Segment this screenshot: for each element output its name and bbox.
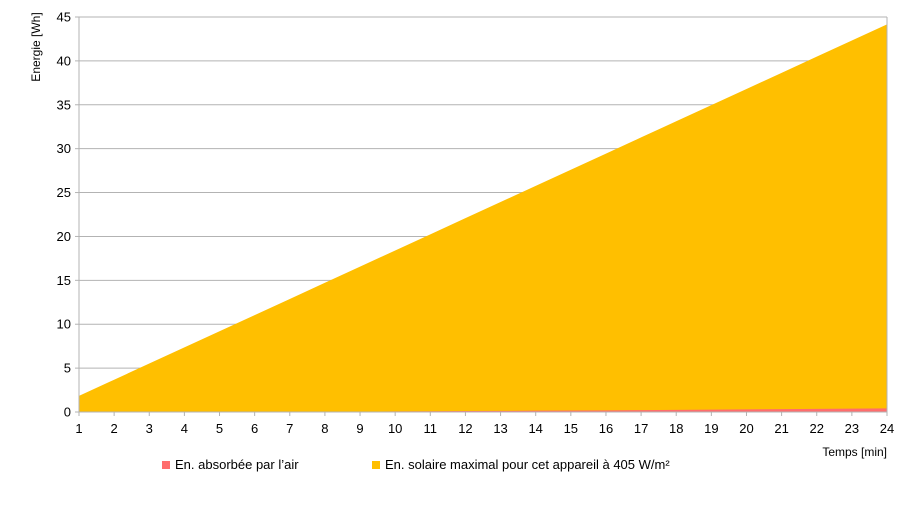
x-tick-label-13: 13 (493, 421, 507, 436)
x-tick-label-4: 4 (181, 421, 188, 436)
x-tick-label-14: 14 (528, 421, 542, 436)
y-tick-labels: 0 5 10 15 20 25 30 35 40 45 (57, 10, 71, 420)
y-axis-title: Energie [Wh] (29, 12, 43, 81)
x-tick-label-3: 3 (146, 421, 153, 436)
y-tick-label-20: 20 (57, 229, 71, 244)
x-tick-label-5: 5 (216, 421, 223, 436)
x-tick-label-7: 7 (286, 421, 293, 436)
x-tick-label-9: 9 (356, 421, 363, 436)
x-tick-label-21: 21 (774, 421, 788, 436)
y-tick-label-40: 40 (57, 53, 71, 68)
legend-label-solar: En. solaire maximal pour cet appareil à … (385, 457, 670, 472)
x-tick-label-19: 19 (704, 421, 718, 436)
x-tick-label-23: 23 (845, 421, 859, 436)
x-tick-label-8: 8 (321, 421, 328, 436)
y-tick-label-15: 15 (57, 273, 71, 288)
legend: En. absorbée par l’air En. solaire maxim… (0, 457, 913, 475)
x-tick-label-10: 10 (388, 421, 402, 436)
gridlines (79, 16, 887, 369)
y-tick-label-5: 5 (64, 361, 71, 376)
y-tick-label-0: 0 (64, 405, 71, 420)
area-series-1 (79, 24, 887, 413)
axes (75, 16, 888, 416)
y-tick-label-10: 10 (57, 317, 71, 332)
y-tick-label-35: 35 (57, 97, 71, 112)
x-tick-label-20: 20 (739, 421, 753, 436)
x-axis-title: Temps [min] (822, 445, 887, 459)
y-tick-label-25: 25 (57, 185, 71, 200)
y-tick-label-30: 30 (57, 141, 71, 156)
x-tick-label-1: 1 (75, 421, 82, 436)
x-tick-label-24: 24 (880, 421, 894, 436)
x-tick-label-2: 2 (111, 421, 118, 436)
legend-label-air: En. absorbée par l’air (175, 457, 299, 472)
legend-item-solar: En. solaire maximal pour cet appareil à … (372, 457, 670, 472)
x-tick-label-18: 18 (669, 421, 683, 436)
x-tick-label-6: 6 (251, 421, 258, 436)
legend-swatch-solar (372, 460, 380, 469)
area-series (79, 24, 887, 413)
x-tick-label-11: 11 (424, 421, 438, 436)
y-tick-label-45: 45 (57, 10, 71, 25)
x-tick-label-17: 17 (634, 421, 648, 436)
x-tick-label-15: 15 (564, 421, 578, 436)
x-tick-label-16: 16 (599, 421, 613, 436)
area-series-0 (79, 408, 887, 412)
legend-item-air: En. absorbée par l’air (162, 457, 299, 472)
x-tick-label-12: 12 (458, 421, 472, 436)
legend-swatch-air (162, 460, 170, 469)
x-tick-labels: 1 2 3 4 5 6 7 8 9 10 11 12 13 14 15 16 17 18 19 20 21 22 23 24 (75, 421, 894, 436)
x-tick-label-22: 22 (810, 421, 824, 436)
